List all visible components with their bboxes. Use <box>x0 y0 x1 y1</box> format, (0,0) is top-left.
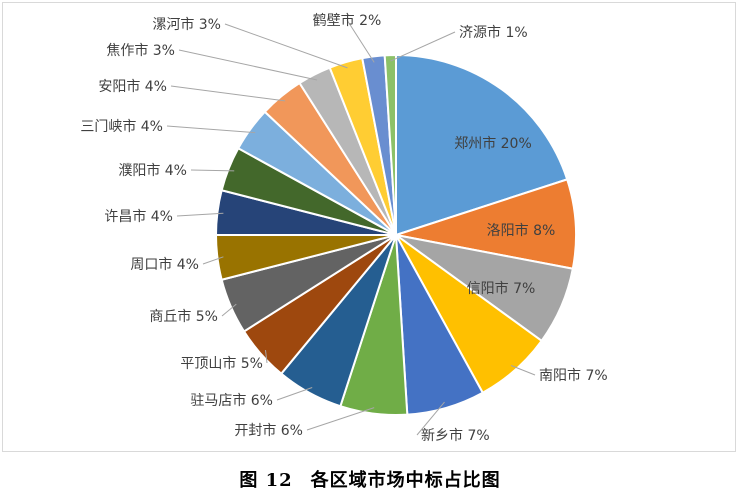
leader-line-14 <box>170 85 286 102</box>
slice-label-3: 信阳市 7% <box>467 280 536 297</box>
slice-label-12: 濮阳市 4% <box>118 162 187 179</box>
slice-label-18: 济源市 1% <box>459 24 528 41</box>
leader-line-12 <box>190 169 235 172</box>
leader-line-9 <box>221 303 237 317</box>
slice-label-13: 三门峡市 4% <box>80 118 163 135</box>
leader-line-8 <box>265 350 268 364</box>
pie-slices <box>214 53 577 416</box>
slice-label-14: 安阳市 4% <box>98 78 167 95</box>
leader-line-16 <box>224 23 348 69</box>
slice-label-5: 新乡市 7% <box>421 427 490 444</box>
leader-line-11 <box>176 212 224 217</box>
slice-label-2: 洛阳市 8% <box>487 222 556 239</box>
leader-line-6 <box>306 407 375 431</box>
slice-label-15: 焦作市 3% <box>106 42 175 59</box>
figure-number: 图 12 <box>239 470 293 491</box>
leader-line-17 <box>346 19 375 63</box>
slice-labels: 郑州市 20% 洛阳市 8% 信阳市 7% 南阳市 7% 新乡市 7% 开封市 6% 驻马店… <box>80 12 607 444</box>
leader-line-7 <box>276 387 313 401</box>
pie-slice-18 <box>383 53 397 236</box>
chart-frame: 郑州市 20% 洛阳市 8% 信阳市 7% 南阳市 7% 新乡市 7% 开封市 6% 驻马店… <box>2 2 736 452</box>
leader-line-13 <box>166 125 256 134</box>
leader-line-4 <box>510 365 536 376</box>
slice-label-10: 周口市 4% <box>130 256 199 273</box>
slice-label-17: 鹤壁市 2% <box>313 12 382 29</box>
figure-caption: 图 12 各区域市场中标占比图 <box>0 466 740 492</box>
pie-chart: 郑州市 20% 洛阳市 8% 信阳市 7% 南阳市 7% 新乡市 7% 开封市 6% 驻马店… <box>80 12 607 444</box>
slice-label-7: 驻马店市 6% <box>190 392 273 409</box>
slice-label-4: 南阳市 7% <box>539 367 608 384</box>
leader-line-5 <box>416 401 445 436</box>
slice-label-16: 漯河市 3% <box>152 16 221 33</box>
slice-label-1: 郑州市 20% <box>454 135 532 152</box>
leader-line-10 <box>202 256 224 265</box>
figure-title: 各区域市场中标占比图 <box>310 470 501 491</box>
slice-label-6: 开封市 6% <box>234 422 303 439</box>
pie-slice-1 <box>395 53 569 237</box>
slice-label-9: 商丘市 5% <box>149 308 218 325</box>
leader-line-18 <box>390 31 456 62</box>
leader-lines <box>166 19 536 436</box>
slice-label-8: 平顶山市 5% <box>180 355 263 372</box>
pie-slice-2 <box>395 178 577 270</box>
slice-label-11: 许昌市 4% <box>104 208 173 225</box>
leader-line-15 <box>178 49 318 81</box>
